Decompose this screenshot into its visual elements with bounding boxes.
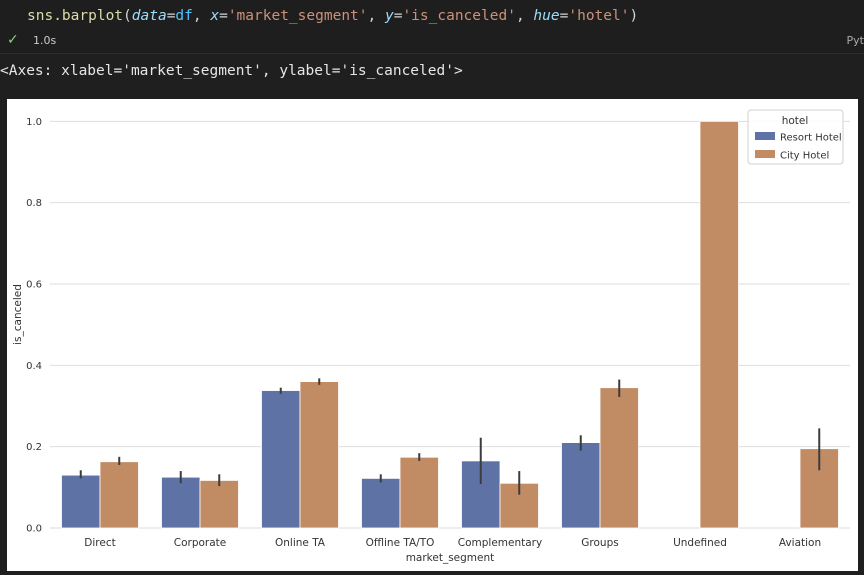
y-tick-label: 0.2 — [26, 442, 42, 453]
execution-time: 1.0s — [33, 34, 57, 47]
code-cell[interactable]: sns.barplot(data=df, x='market_segment',… — [0, 0, 864, 54]
y-tick-label: 0.6 — [26, 280, 42, 291]
y-tick-label: 0.0 — [26, 524, 42, 535]
x-tick-label: Direct — [84, 537, 115, 549]
y-tick-label: 0.8 — [26, 198, 42, 209]
x-tick-label: Aviation — [779, 537, 821, 549]
bar-city — [399, 456, 439, 529]
x-tick-label: Complementary — [458, 537, 542, 549]
code-kw-x: x — [210, 8, 220, 24]
plot-area: 0.0 0.2 0.4 0.6 0.8 1.0 Direct Corporate Online … — [7, 99, 858, 571]
legend-swatch-resort — [755, 132, 775, 140]
code-function: sns.barplot — [27, 8, 124, 24]
bar-city — [199, 480, 239, 529]
code-str-y: 'is_canceled' — [402, 8, 516, 24]
barplot-chart: 0.0 0.2 0.4 0.6 0.8 1.0 Direct Corporate Online … — [12, 109, 850, 564]
code-kw-data: data — [131, 8, 167, 24]
output-text: <Axes: xlabel='market_segment', ylabel='… — [0, 63, 463, 79]
kernel-language-label[interactable]: Pyt — [846, 34, 864, 47]
cell-status-row: ✓ 1.0s Pyt — [0, 30, 864, 52]
bar-resort — [61, 474, 101, 529]
x-tick-label: Online TA — [275, 537, 326, 549]
legend-swatch-city — [755, 150, 775, 158]
x-tick-label: Groups — [581, 537, 618, 549]
bar-resort — [161, 476, 201, 529]
legend-label: City Hotel — [780, 151, 829, 162]
bar-city — [699, 120, 739, 529]
bar-city — [299, 381, 339, 529]
bar-city — [599, 387, 639, 529]
success-check-icon: ✓ — [7, 32, 19, 48]
code-line[interactable]: sns.barplot(data=df, x='market_segment',… — [27, 8, 639, 24]
y-tick-label: 1.0 — [26, 117, 42, 128]
cell-divider — [0, 53, 864, 54]
code-str-x: 'market_segment' — [227, 8, 368, 24]
y-tick-label: 0.4 — [26, 361, 42, 372]
bar-resort — [361, 477, 401, 529]
bar-resort — [561, 442, 601, 529]
bar-city — [99, 461, 139, 529]
x-tick-label: Undefined — [673, 537, 727, 549]
x-axis-label: market_segment — [406, 552, 495, 564]
y-axis-label: is_canceled — [12, 284, 24, 345]
code-str-hue: 'hotel' — [568, 8, 630, 24]
legend-title: hotel — [782, 115, 809, 127]
x-tick-label: Corporate — [174, 537, 227, 549]
legend-label: Resort Hotel — [780, 133, 842, 144]
code-kw-y: y — [384, 8, 394, 24]
code-var-df: df — [175, 8, 193, 24]
bar-resort — [261, 390, 301, 529]
code-kw-hue: hue — [533, 8, 560, 24]
x-tick-label: Offline TA/TO — [366, 537, 435, 549]
